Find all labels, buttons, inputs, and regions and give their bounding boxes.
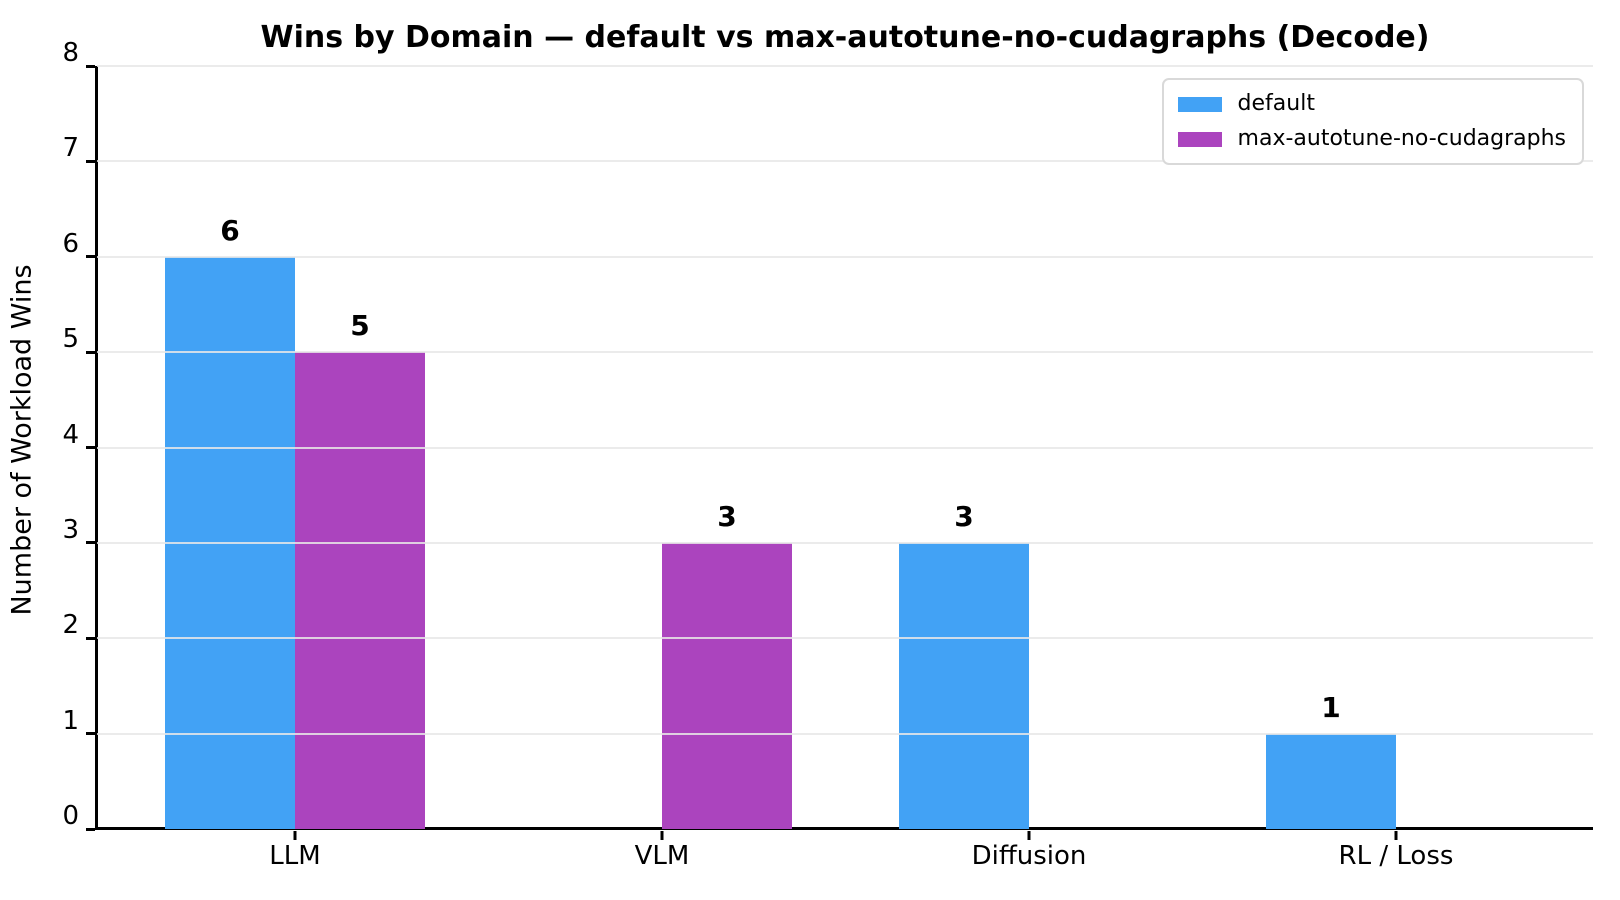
bar-value-label-default-RL / Loss: 1	[1321, 690, 1341, 724]
legend-label-default: default	[1237, 91, 1315, 116]
bar-value-label-default-Diffusion: 3	[954, 499, 974, 533]
bar-default-Diffusion	[898, 542, 1029, 829]
legend-row-default: default	[1177, 91, 1566, 116]
x-tick-mark-0	[293, 831, 297, 840]
y-tick-mark-5	[86, 350, 95, 354]
bar-value-label-default-LLM: 6	[220, 213, 240, 247]
legend: default max-autotune-no-cudagraphs	[1161, 78, 1584, 166]
x-tick-mark-3	[1394, 831, 1398, 840]
y-tick-label-5: 5	[62, 324, 79, 355]
y-tick-label-2: 2	[62, 610, 79, 641]
plot-area: 0 1 2 3 4 5 6 7 8 6 3 1 5 3 LLM VLM Diffusion RL / Loss…	[62, 40, 1593, 869]
legend-label-max-autotune-no-cudagraphs: max-autotune-no-cudagraphs	[1237, 126, 1566, 152]
bar-default-LLM	[164, 256, 295, 829]
y-tick-mark-3	[86, 541, 95, 545]
y-tick-mark-6	[86, 255, 95, 259]
y-tick-mark-8	[86, 64, 95, 68]
y-tick-mark-4	[86, 446, 95, 449]
x-axis-spine	[95, 827, 1593, 830]
x-tick-label-0: LLM	[269, 841, 321, 871]
x-tick-mark-2	[1027, 831, 1031, 840]
y-tick-mark-7	[86, 159, 95, 163]
bar-default-RL / Loss	[1265, 733, 1396, 829]
gridline-y-8	[97, 65, 1593, 67]
y-tick-label-1: 1	[62, 705, 79, 736]
x-tick-mark-1	[660, 831, 664, 840]
gridline-y-6	[97, 255, 1593, 258]
x-tick-label-3: RL / Loss	[1338, 841, 1454, 871]
y-tick-label-3: 3	[62, 514, 79, 545]
bar-value-label-max-autotune-no-cudagraphs-VLM: 3	[717, 499, 737, 533]
y-tick-mark-2	[86, 636, 95, 640]
legend-row-max-autotune-no-cudagraphs: max-autotune-no-cudagraphs	[1177, 126, 1566, 152]
y-tick-label-0: 0	[62, 801, 79, 831]
y-tick-label-6: 6	[62, 228, 79, 259]
y-tick-label-7: 7	[62, 133, 79, 164]
legend-swatch-max-autotune-no-cudagraphs	[1177, 131, 1222, 147]
x-tick-label-2: Diffusion	[971, 841, 1087, 871]
bar-max-autotune-no-cudagraphs-VLM	[661, 542, 792, 829]
y-tick-mark-0	[86, 827, 95, 831]
y-tick-label-4: 4	[62, 419, 79, 450]
legend-rows: default max-autotune-no-cudagraphs	[1177, 91, 1566, 152]
x-tick-label-1: VLM	[634, 841, 690, 871]
y-axis-spine	[95, 66, 98, 829]
legend-swatch-default	[1177, 96, 1222, 112]
y-tick-mark-1	[86, 732, 95, 736]
y-axis-label: Number of Workload Wins	[6, 264, 38, 616]
chart-title: Wins by Domain — default vs max-autotune…	[260, 20, 1430, 55]
y-tick-label-8: 8	[62, 38, 79, 68]
bar-value-label-max-autotune-no-cudagraphs-LLM: 5	[350, 309, 370, 343]
bar-max-autotune-no-cudagraphs-LLM	[294, 352, 425, 829]
